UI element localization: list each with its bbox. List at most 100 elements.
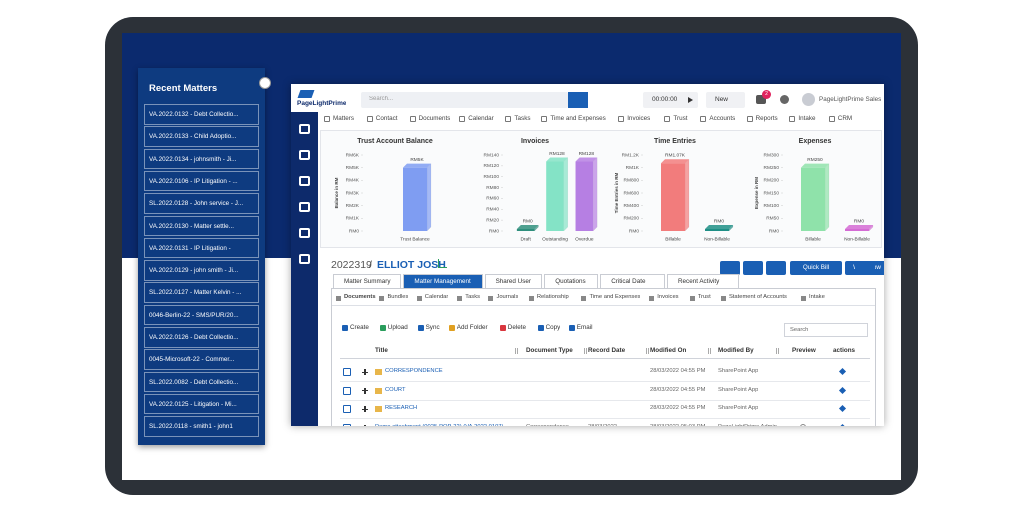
recent-matter-item[interactable]: VA.2022.0133 - Child Adoptio... (144, 126, 259, 147)
recent-matter-item[interactable]: VA.2022.0125 - Litigation - Mi... (144, 393, 259, 415)
recent-matter-item[interactable]: VA.2022.0129 - john smith - Ji... (144, 260, 259, 281)
settings-icon[interactable] (780, 95, 789, 104)
recent-matter-item[interactable]: VA.2022.0134 - johnsmith - Ji... (144, 148, 259, 170)
collapse-button[interactable] (259, 77, 271, 89)
toolbar-button[interactable]: Sync (425, 324, 440, 331)
subtab[interactable]: Journals (496, 294, 519, 300)
nav-item[interactable]: Intake (798, 115, 816, 122)
column-header[interactable]: Modified By (718, 347, 754, 354)
tab[interactable]: Matter Summary (333, 274, 402, 288)
chart-title: Expenses (799, 138, 832, 145)
sidebar-icon[interactable] (299, 202, 310, 212)
recent-matter-item[interactable]: SL.2022.0118 - smith1 - john1 (144, 416, 259, 437)
toolbar-button[interactable]: Copy (545, 324, 561, 331)
row-checkbox[interactable] (343, 386, 351, 395)
timer[interactable]: 00:00:00 (643, 92, 698, 108)
print-button[interactable] (855, 261, 875, 275)
nav-item[interactable]: Documents (418, 115, 451, 122)
sidebar-icon[interactable] (299, 150, 310, 160)
search-button[interactable] (568, 92, 588, 108)
column-header[interactable]: Title (375, 347, 388, 354)
row-checkbox[interactable] (343, 368, 351, 376)
column-header[interactable]: Preview (792, 347, 816, 354)
nav-item[interactable]: CRM (837, 115, 853, 122)
search-box[interactable]: Search... (361, 92, 568, 108)
nav-item[interactable]: Reports (755, 115, 778, 122)
recent-matter-item[interactable]: SL.2022.0082 - Debt Collectio... (144, 371, 259, 393)
column-header[interactable]: Record Date (588, 347, 626, 354)
subtab[interactable]: Relationship (536, 294, 569, 300)
subtab[interactable]: Tasks (465, 294, 481, 300)
edit-icon[interactable] (838, 423, 847, 426)
y-tick-label: RM100 (764, 203, 780, 209)
recent-matter-item[interactable]: 0046-Berlin-22 - SMS/PUR/20... (144, 304, 259, 326)
nav-item[interactable]: Tasks (514, 115, 531, 122)
notification-icon[interactable] (756, 95, 766, 104)
row-checkbox[interactable] (343, 423, 351, 426)
recent-matter-item[interactable]: SL.2022.0128 - John service - J... (144, 193, 259, 214)
avatar[interactable] (802, 93, 815, 106)
row-title[interactable]: Demo attachment (0025-POP-22) (VA.2022.0… (375, 424, 503, 427)
edit-icon[interactable] (838, 386, 847, 394)
tab[interactable]: Matter Management (403, 274, 483, 288)
recent-matter-item[interactable]: VA.2022.0130 - Matter settle... (144, 215, 259, 236)
toolbar-icon (379, 325, 386, 331)
subtab[interactable]: Documents (344, 294, 376, 300)
subtab[interactable]: Time and Expenses (589, 294, 641, 300)
table-search[interactable]: Search (784, 323, 868, 337)
recent-matter-item[interactable]: VA.2022.0131 - IP Litigation - (144, 237, 259, 259)
row-cell: 28/03/2022 04:55 PM (650, 368, 706, 374)
nav-item[interactable]: Calendar (468, 115, 494, 122)
y-tick-label: RM0 (629, 228, 639, 234)
sidebar-icon[interactable] (299, 228, 310, 238)
row-title[interactable]: CORRESPONDENCE (385, 368, 443, 374)
bar-side (684, 158, 690, 232)
subtab[interactable]: Bundles (387, 294, 409, 300)
nav-item[interactable]: Trust (673, 115, 688, 122)
toolbar-button[interactable]: Email (576, 324, 593, 331)
sidebar-icon[interactable] (299, 176, 310, 186)
row-cell: 28/03/2022 (588, 424, 617, 427)
column-header[interactable]: Modified On (650, 347, 687, 354)
recent-matter-item[interactable]: SL.2022.0127 - Matter Kelvin - ... (144, 282, 259, 303)
user-name[interactable]: PageLightPrime Sales (819, 96, 882, 103)
nav-item[interactable]: Invoices (627, 115, 651, 122)
subtab[interactable]: Calendar (424, 294, 449, 300)
subtab[interactable]: Statement of Accounts (728, 294, 787, 300)
icon-button[interactable] (743, 261, 763, 275)
recent-matter-item[interactable]: 0045-Microsoft-22 - Commer... (144, 349, 259, 370)
recent-matter-item[interactable]: VA.2022.0106 - IP Litigation - ... (144, 170, 259, 192)
row-checkbox[interactable] (343, 405, 351, 413)
tab[interactable]: Critical Date (600, 274, 665, 288)
new-button[interactable]: New (706, 92, 745, 108)
preview-icon[interactable] (800, 423, 806, 426)
edit-icon[interactable] (838, 404, 847, 413)
column-header[interactable]: actions (833, 347, 856, 354)
recent-matter-item[interactable]: VA.2022.0126 - Debt Collectio... (144, 327, 259, 348)
subtab[interactable]: Intake (809, 294, 825, 300)
icon-button[interactable] (766, 261, 786, 275)
nav-item[interactable]: Accounts (709, 115, 736, 122)
tab[interactable]: Recent Activity (667, 274, 739, 288)
nav-item[interactable]: Contact (375, 115, 398, 122)
nav-item[interactable]: Matters (333, 115, 354, 122)
sidebar-icon[interactable] (299, 254, 310, 264)
tab[interactable]: Shared User (484, 274, 543, 288)
subtab[interactable]: Invoices (657, 294, 679, 300)
tab[interactable]: Quotations (544, 274, 599, 288)
y-tick-label: RM200 (764, 178, 780, 184)
column-header[interactable]: Document Type (526, 347, 573, 354)
toolbar-button[interactable]: Upload (387, 324, 408, 331)
nav-item[interactable]: Time and Expenses (550, 115, 606, 122)
action-button[interactable]: Quick Bill (790, 261, 842, 275)
toolbar-button[interactable]: Create (350, 324, 369, 331)
recent-matter-item[interactable]: VA.2022.0132 - Debt Collectio... (144, 104, 259, 125)
row-title[interactable]: RESEARCH (385, 405, 418, 411)
toolbar-button[interactable]: Add Folder (456, 324, 488, 331)
icon-button[interactable] (720, 261, 740, 275)
edit-icon[interactable] (838, 367, 847, 376)
sidebar-icon[interactable] (299, 124, 310, 134)
toolbar-button[interactable]: Delete (507, 324, 526, 331)
row-title[interactable]: COURT (385, 386, 406, 393)
subtab[interactable]: Trust (697, 294, 711, 300)
